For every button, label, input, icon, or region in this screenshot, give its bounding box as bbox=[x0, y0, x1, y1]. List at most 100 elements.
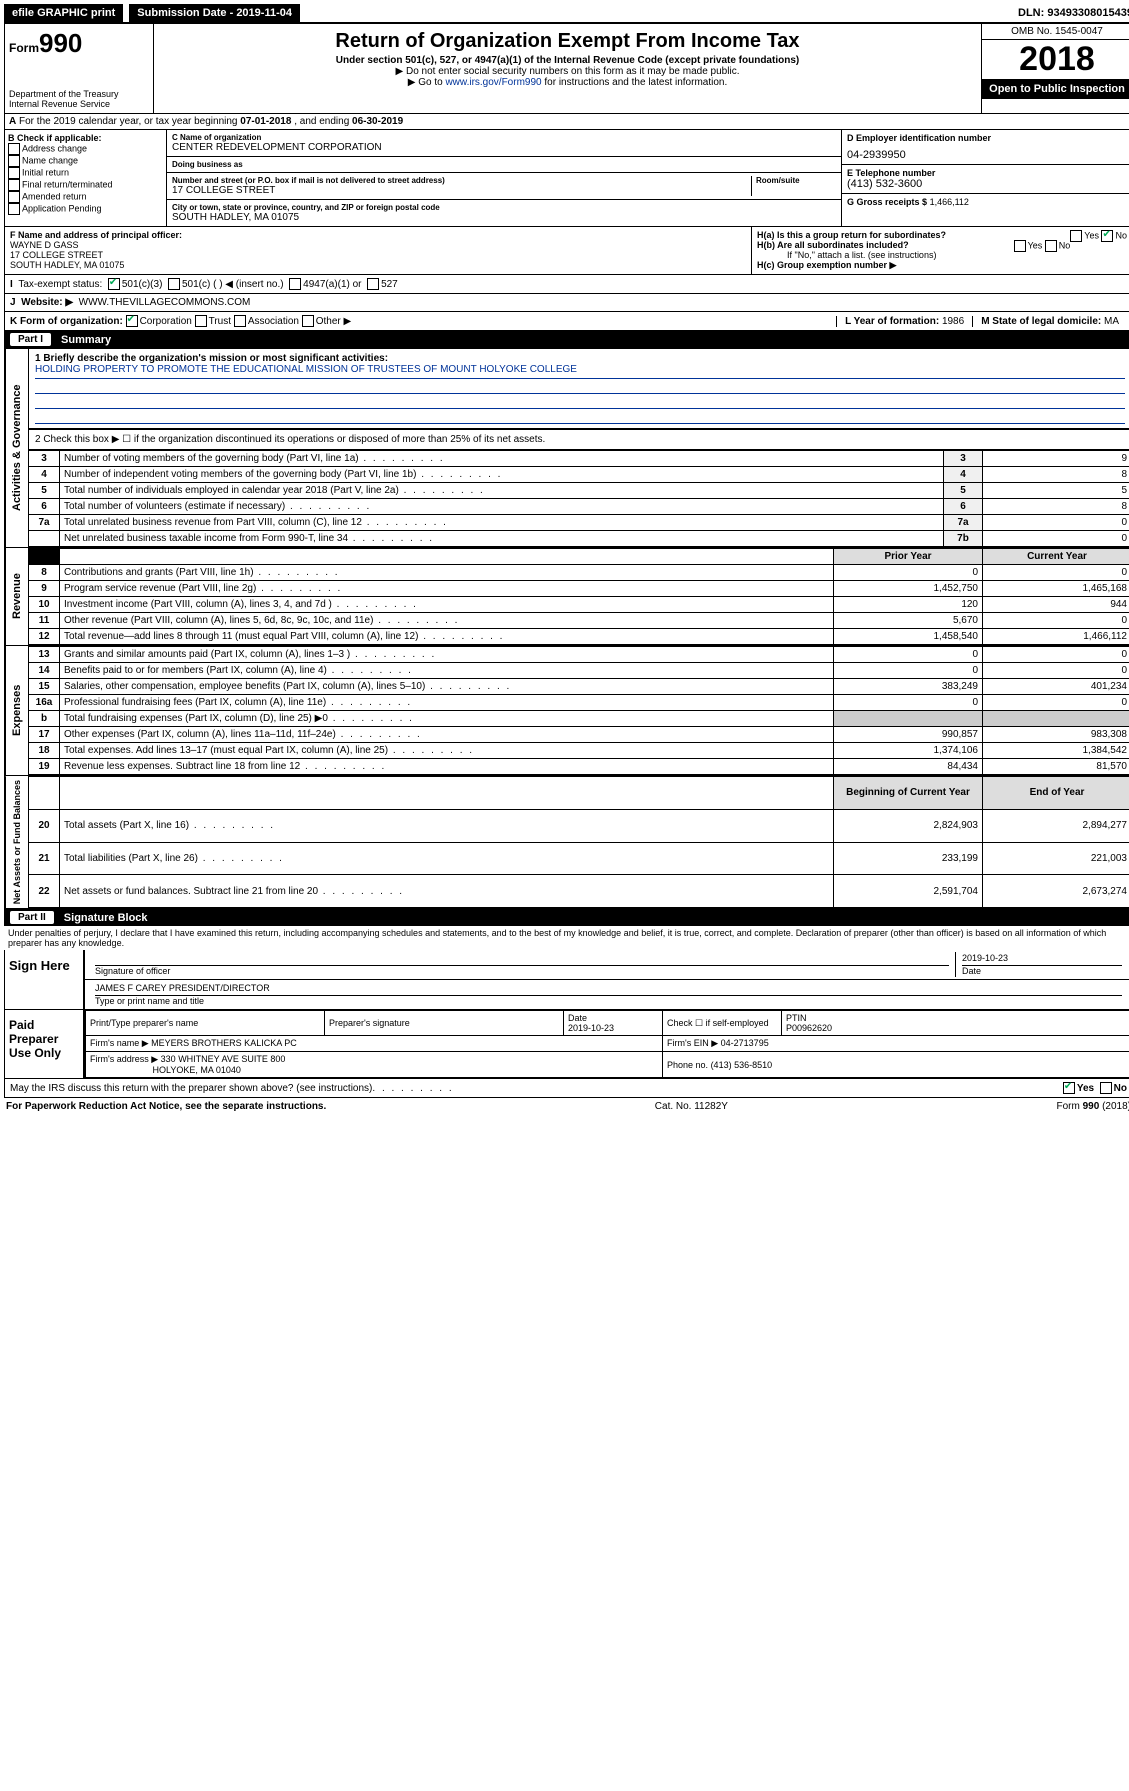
chk-self-employed[interactable]: Check ☐ if self-employed bbox=[663, 1011, 782, 1036]
line-desc: Total unrelated business revenue from Pa… bbox=[60, 515, 944, 531]
line-val: 9 bbox=[983, 451, 1129, 467]
begin-val: 233,199 bbox=[834, 842, 983, 875]
prior-val: 1,458,540 bbox=[834, 629, 983, 645]
row-a-tax-year: A For the 2019 calendar year, or tax yea… bbox=[4, 114, 1129, 130]
ptin: P00962620 bbox=[786, 1023, 832, 1033]
chk-other[interactable] bbox=[302, 315, 314, 327]
chk-assoc[interactable] bbox=[234, 315, 246, 327]
firm-addr: 330 WHITNEY AVE SUITE 800 bbox=[161, 1054, 286, 1064]
curr-val: 1,466,112 bbox=[983, 629, 1129, 645]
chk-application-pending[interactable] bbox=[8, 203, 20, 215]
curr-val: 0 bbox=[983, 613, 1129, 629]
row-k-l-m: K Form of organization: Corporation Trus… bbox=[4, 312, 1129, 331]
line-desc: Net assets or fund balances. Subtract li… bbox=[60, 875, 834, 908]
begin-val: 2,824,903 bbox=[834, 809, 983, 842]
chk-4947[interactable] bbox=[289, 278, 301, 290]
line-desc: Total number of individuals employed in … bbox=[60, 483, 944, 499]
prior-val: 0 bbox=[834, 565, 983, 581]
end-val: 2,894,277 bbox=[983, 809, 1129, 842]
line-desc: Other revenue (Part VIII, column (A), li… bbox=[60, 613, 834, 629]
line-desc: Total fundraising expenses (Part IX, col… bbox=[60, 711, 834, 727]
subtitle-3: ▶ Go to www.irs.gov/Form990 for instruct… bbox=[158, 77, 977, 88]
prior-val: 120 bbox=[834, 597, 983, 613]
line-num bbox=[29, 531, 60, 547]
line-desc: Contributions and grants (Part VIII, lin… bbox=[60, 565, 834, 581]
tab-net-assets: Net Assets or Fund Balances bbox=[5, 776, 28, 908]
top-bar: efile GRAPHIC print Submission Date - 20… bbox=[4, 4, 1129, 24]
paid-preparer-block: Paid Preparer Use Only Print/Type prepar… bbox=[4, 1010, 1129, 1079]
year-formation: 1986 bbox=[942, 316, 964, 327]
chk-amended[interactable] bbox=[8, 191, 20, 203]
line-box: 4 bbox=[944, 467, 983, 483]
chk-ha-no[interactable] bbox=[1101, 230, 1113, 242]
line-desc: Number of voting members of the governin… bbox=[60, 451, 944, 467]
part2-header: Part II Signature Block bbox=[4, 909, 1129, 926]
line-desc: Total assets (Part X, line 16) bbox=[60, 809, 834, 842]
line-box: 5 bbox=[944, 483, 983, 499]
begin-val: 2,591,704 bbox=[834, 875, 983, 908]
chk-trust[interactable] bbox=[195, 315, 207, 327]
street: 17 COLLEGE STREET bbox=[172, 185, 751, 196]
chk-address-change[interactable] bbox=[8, 143, 20, 155]
sign-here-block: Sign Here Signature of officer 2019-10-2… bbox=[4, 950, 1129, 1010]
line-desc: Total number of volunteers (estimate if … bbox=[60, 499, 944, 515]
end-val: 221,003 bbox=[983, 842, 1129, 875]
efile-badge: efile GRAPHIC print bbox=[4, 4, 123, 22]
chk-final-return[interactable] bbox=[8, 179, 20, 191]
chk-501c[interactable] bbox=[168, 278, 180, 290]
chk-corp[interactable] bbox=[126, 315, 138, 327]
line-desc: Number of independent voting members of … bbox=[60, 467, 944, 483]
officer-group-block: F Name and address of principal officer:… bbox=[4, 227, 1129, 275]
chk-527[interactable] bbox=[367, 278, 379, 290]
line-val: 0 bbox=[983, 531, 1129, 547]
chk-501c3[interactable] bbox=[108, 278, 120, 290]
chk-discuss-yes[interactable] bbox=[1063, 1082, 1075, 1094]
chk-ha-yes[interactable] bbox=[1070, 230, 1082, 242]
curr-val: 401,234 bbox=[983, 679, 1129, 695]
line-desc: Salaries, other compensation, employee b… bbox=[60, 679, 834, 695]
org-name: CENTER REDEVELOPMENT CORPORATION bbox=[172, 142, 836, 153]
chk-discuss-no[interactable] bbox=[1100, 1082, 1112, 1094]
curr-val: 0 bbox=[983, 647, 1129, 663]
line-desc: Total revenue—add lines 8 through 11 (mu… bbox=[60, 629, 834, 645]
ein: 04-2939950 bbox=[847, 143, 1127, 161]
submission-date-badge: Submission Date - 2019-11-04 bbox=[129, 4, 300, 22]
form990-link[interactable]: www.irs.gov/Form990 bbox=[445, 77, 541, 88]
subtitle-2: ▶ Do not enter social security numbers o… bbox=[158, 66, 977, 77]
part1-header: Part I Summary bbox=[4, 331, 1129, 348]
curr-val: 0 bbox=[983, 565, 1129, 581]
prior-val: 383,249 bbox=[834, 679, 983, 695]
prior-val: 990,857 bbox=[834, 727, 983, 743]
line-box: 3 bbox=[944, 451, 983, 467]
tab-expenses: Expenses bbox=[5, 646, 28, 775]
line-val: 8 bbox=[983, 467, 1129, 483]
subtitle-1: Under section 501(c), 527, or 4947(a)(1)… bbox=[158, 55, 977, 66]
phone: (413) 532-3600 bbox=[847, 178, 1127, 190]
part1-expenses: Expenses 13 Grants and similar amounts p… bbox=[4, 646, 1129, 776]
line-num: 6 bbox=[29, 499, 60, 515]
form-header: Form990 Department of the Treasury Inter… bbox=[4, 24, 1129, 114]
line-val: 8 bbox=[983, 499, 1129, 515]
perjury-declaration: Under penalties of perjury, I declare th… bbox=[4, 926, 1129, 950]
chk-hb-yes[interactable] bbox=[1014, 240, 1026, 252]
chk-initial-return[interactable] bbox=[8, 167, 20, 179]
row-website: J Website: ▶ WWW.THEVILLAGECOMMONS.COM bbox=[4, 294, 1129, 312]
tab-activities-governance: Activities & Governance bbox=[5, 349, 28, 547]
chk-hb-no[interactable] bbox=[1045, 240, 1057, 252]
line-num: 7a bbox=[29, 515, 60, 531]
curr-val: 1,465,168 bbox=[983, 581, 1129, 597]
chk-name-change[interactable] bbox=[8, 155, 20, 167]
line-num: 5 bbox=[29, 483, 60, 499]
line-box: 7a bbox=[944, 515, 983, 531]
city: SOUTH HADLEY, MA 01075 bbox=[172, 212, 836, 223]
firm-phone: (413) 536-8510 bbox=[711, 1060, 773, 1070]
line-num: 3 bbox=[29, 451, 60, 467]
line-box: 7b bbox=[944, 531, 983, 547]
end-val: 2,673,274 bbox=[983, 875, 1129, 908]
line-desc: Other expenses (Part IX, column (A), lin… bbox=[60, 727, 834, 743]
line-desc: Program service revenue (Part VIII, line… bbox=[60, 581, 834, 597]
sig-date: 2019-10-23 bbox=[962, 953, 1122, 966]
tab-revenue: Revenue bbox=[5, 548, 28, 645]
line-desc: Benefits paid to or for members (Part IX… bbox=[60, 663, 834, 679]
part1-governance: Activities & Governance 1 Briefly descri… bbox=[4, 348, 1129, 548]
